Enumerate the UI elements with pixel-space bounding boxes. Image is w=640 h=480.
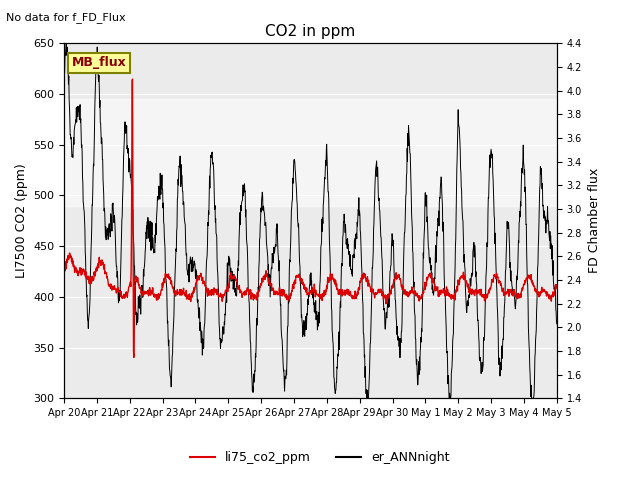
Y-axis label: FD Chamber flux: FD Chamber flux — [588, 168, 600, 274]
Title: CO2 in ppm: CO2 in ppm — [265, 24, 356, 39]
Text: No data for f_FD_Flux: No data for f_FD_Flux — [6, 12, 126, 23]
Text: MB_flux: MB_flux — [72, 56, 126, 69]
Y-axis label: LI7500 CO2 (ppm): LI7500 CO2 (ppm) — [15, 163, 28, 278]
Bar — [64, 99, 557, 205]
Legend: li75_co2_ppm, er_ANNnight: li75_co2_ppm, er_ANNnight — [186, 446, 454, 469]
